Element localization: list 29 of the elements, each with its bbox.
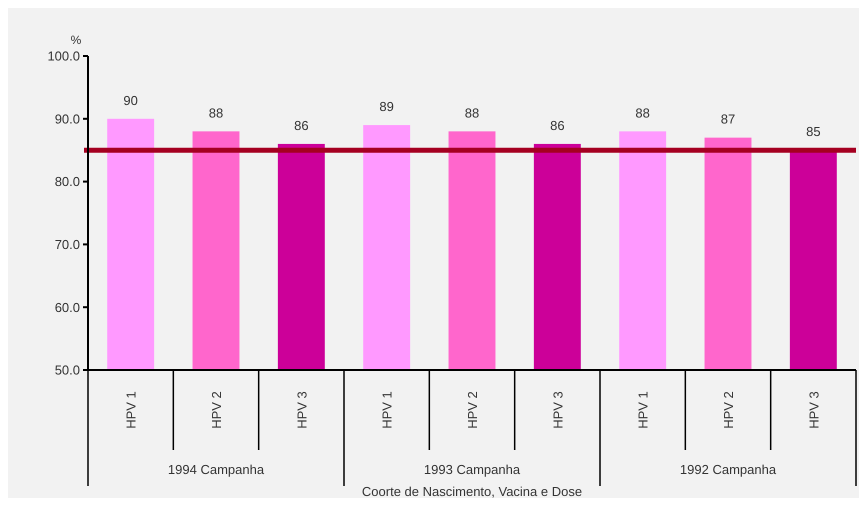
- data-label: 86: [550, 118, 565, 133]
- data-label: 87: [720, 112, 736, 127]
- y-tick-label: 90.0: [54, 111, 80, 126]
- x-tick-label: HPV 1: [636, 391, 651, 429]
- y-tick-label: 80.0: [54, 174, 80, 190]
- data-label: 90: [123, 92, 138, 108]
- data-label: 88: [208, 105, 224, 120]
- x-tick-label: HPV 1: [124, 391, 139, 429]
- data-label: 86: [294, 118, 309, 133]
- x-tick-label: HPV 3: [550, 391, 566, 429]
- x-tick-label: HPV 2: [465, 391, 480, 429]
- x-tick-label: HPV 2: [209, 391, 224, 429]
- x-tick-label: HPV 1: [380, 391, 395, 429]
- data-label: 88: [464, 105, 480, 120]
- text: 1992 Campanha: [680, 462, 777, 477]
- y-tick-label: 60.0: [54, 300, 80, 315]
- x-tick-label: HPV 3: [806, 391, 822, 429]
- text: 1994 Campanha: [168, 462, 265, 477]
- data-label: 85: [806, 124, 821, 140]
- y-tick-label: 50.0: [54, 362, 80, 378]
- y-tick-label: 70.0: [54, 236, 80, 252]
- y-axis-title: %: [70, 33, 82, 47]
- x-tick-label: HPV 2: [721, 391, 736, 429]
- text: 1993 Campanha: [424, 462, 521, 477]
- x-tick-label: HPV 3: [294, 391, 310, 429]
- data-label: 89: [379, 99, 394, 114]
- data-label: 88: [635, 105, 650, 120]
- x-axis-title: Coorte de Nascimento, Vacina e Dose: [362, 484, 582, 499]
- y-tick-label: 100.0: [47, 48, 80, 64]
